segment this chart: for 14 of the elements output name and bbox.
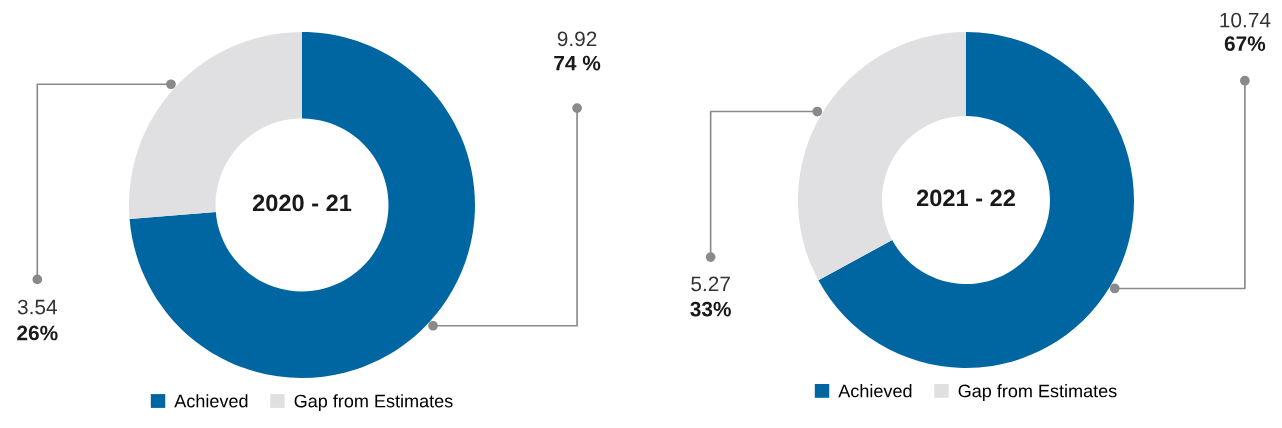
- text: 74 %: [554, 55, 601, 71]
- legend-label: Gap from Estimates: [294, 394, 453, 412]
- data-label: 9.92: [557, 31, 597, 47]
- legend-label: Achieved: [838, 384, 912, 398]
- data-label: 3.54: [17, 299, 57, 315]
- data-label: 5.27: [691, 276, 730, 292]
- text: 26%: [17, 325, 58, 341]
- text: 2021 - 22: [916, 189, 1015, 207]
- text: 33%: [690, 301, 731, 317]
- text: 2020 - 21: [252, 194, 352, 212]
- data-label: 10.74: [1220, 12, 1271, 28]
- legend-label: Gap from Estimates: [958, 384, 1117, 401]
- legend-label: Achieved: [174, 394, 248, 408]
- text: 67%: [1224, 36, 1266, 52]
